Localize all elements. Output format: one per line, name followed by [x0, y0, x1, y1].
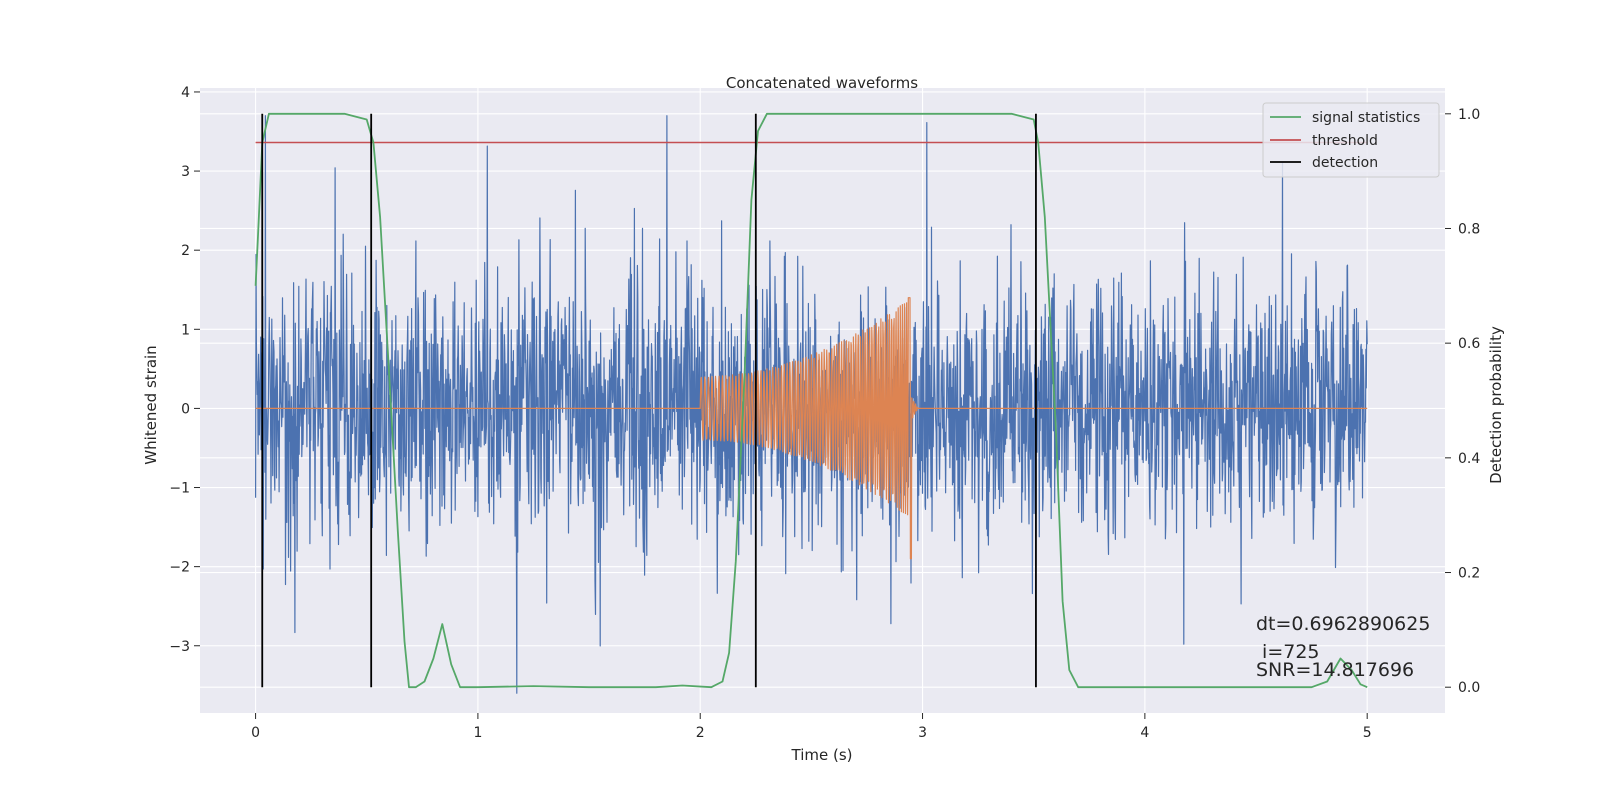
- y-axis-label: Whitened strain: [142, 345, 160, 464]
- annotation-snr: SNR=14.817696: [1256, 659, 1414, 681]
- legend-box: [1262, 102, 1440, 178]
- y2-tick-label: 1.0: [1458, 107, 1480, 123]
- y2-tick-label: 0.4: [1458, 451, 1480, 467]
- x-tick-label: 0: [251, 725, 260, 741]
- annotation-index: i=725: [1256, 641, 1320, 663]
- signal-statistics-line: [254, 112, 1368, 689]
- x-tick-label: 3: [918, 725, 927, 741]
- x-tick-label: 5: [1363, 725, 1372, 741]
- series-layer: [254, 112, 1368, 694]
- y2-tick-label: 0.6: [1458, 336, 1480, 352]
- y2-tick-label: 0.0: [1458, 680, 1480, 696]
- legend-label-detection: detection: [1312, 155, 1378, 171]
- y-tick-label: −3: [169, 639, 190, 655]
- y-tick-label: 1: [181, 322, 190, 338]
- y2-tick-label: 0.2: [1458, 566, 1480, 582]
- y-tick-label: −1: [169, 481, 190, 497]
- chart-title: Concatenated waveforms: [726, 74, 918, 92]
- y-tick-label: 2: [181, 243, 190, 259]
- waveform-line: [255, 297, 1368, 560]
- x-tick-label: 4: [1140, 725, 1149, 741]
- annotation-box: dt=0.6962890625 i=725 SNR=14.817696: [1256, 613, 1430, 681]
- axis-layer: −3 −2 −1 0 1 2 3 4 0.0 0.2 0.4 0.6 0.8 1.0 0 1 2 3 4 5: [169, 85, 1480, 741]
- x-axis-label: Time (s): [791, 746, 853, 764]
- annotation-dt: dt=0.6962890625: [1256, 613, 1430, 635]
- y2-tick-label: 0.8: [1458, 221, 1480, 237]
- y-tick-label: 4: [181, 85, 190, 101]
- y-tick-label: −2: [169, 560, 190, 576]
- y-tick-label: 3: [181, 164, 190, 180]
- legend-label-signal-statistics: signal statistics: [1312, 110, 1420, 126]
- legend: signal statistics threshold detection: [1262, 102, 1440, 178]
- x-tick-label: 2: [696, 725, 705, 741]
- x-tick-label: 1: [473, 725, 482, 741]
- y-tick-label: 0: [181, 401, 190, 417]
- y2-axis-label: Detection probability: [1487, 326, 1505, 484]
- strain-line: [255, 115, 1368, 694]
- legend-label-threshold: threshold: [1312, 133, 1378, 149]
